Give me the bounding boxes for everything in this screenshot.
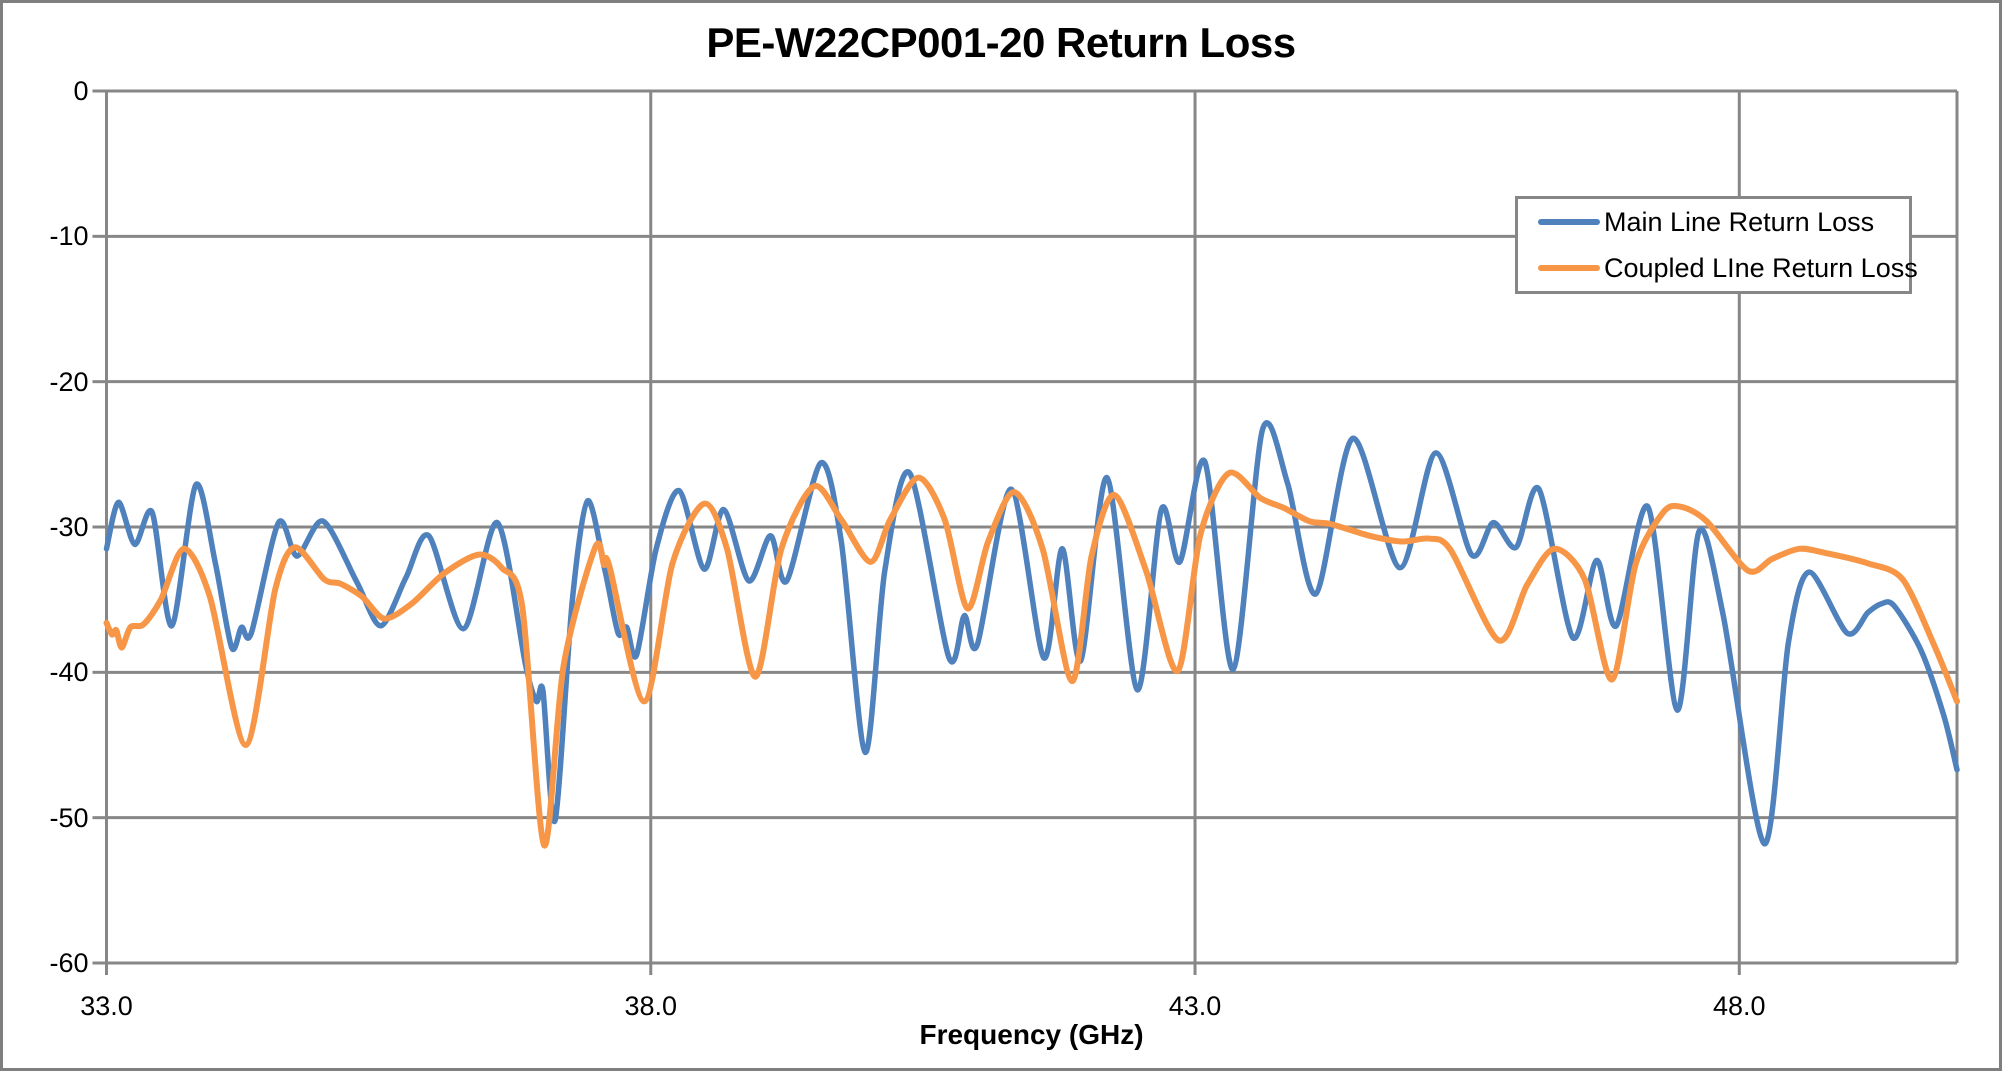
x-tick-label: 33.0 [80, 991, 133, 1021]
main-line-legend-swatch [1538, 219, 1600, 225]
y-tick-label: -50 [49, 802, 89, 833]
x-tick-label: 48.0 [1713, 991, 1766, 1021]
legend-label: Coupled LIne Return Loss [1604, 252, 1918, 283]
x-tick-label: 43.0 [1168, 991, 1222, 1021]
x-axis-title: Frequency (GHz) [919, 1019, 1144, 1050]
chart-title: PE-W22CP001-20 Return Loss [706, 19, 1296, 66]
y-tick-label: -20 [49, 366, 89, 397]
y-tick-label: 0 [73, 76, 89, 106]
main-line-series [103, 420, 1960, 847]
legend: Main Line Return Loss Coupled LIne Retur… [1515, 196, 1918, 294]
legend-entry-coupled-line: Coupled LIne Return Loss [1518, 245, 1918, 291]
legend-entry-main-line: Main Line Return Loss [1518, 199, 1909, 245]
y-tick-label: -40 [49, 657, 89, 688]
coupled-line-legend-swatch [1538, 265, 1600, 271]
legend-label: Main Line Return Loss [1604, 206, 1875, 237]
coupled-line-series [103, 469, 1960, 849]
y-tick-label: -60 [49, 948, 89, 978]
chart-canvas [92, 89, 1960, 975]
x-tick-label: 38.0 [624, 991, 678, 1021]
y-tick-label: -30 [49, 512, 89, 542]
y-tick-label: -10 [49, 221, 89, 252]
